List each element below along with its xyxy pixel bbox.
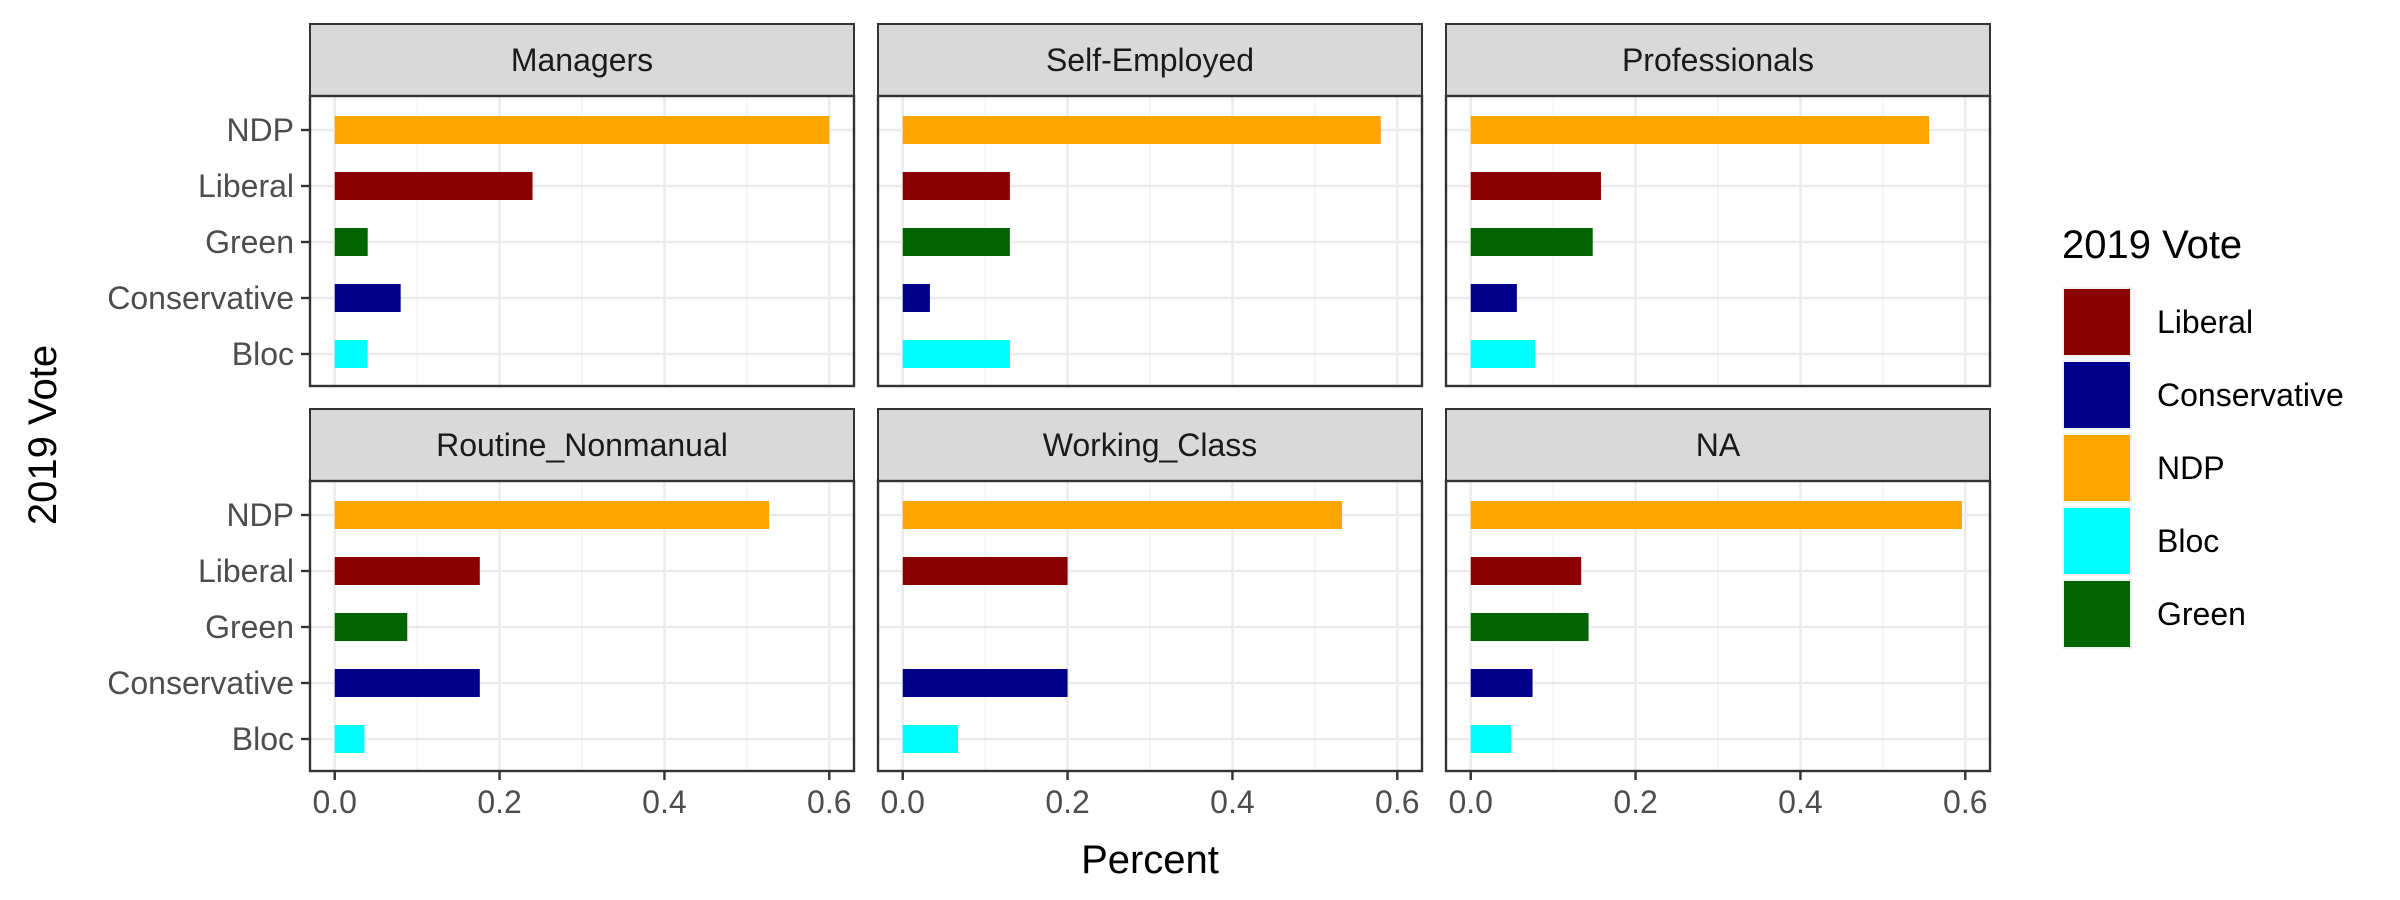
bar-conservative (1470, 284, 1517, 312)
legend-swatch (2064, 289, 2130, 355)
x-tick-label: 0.6 (1943, 784, 1987, 820)
legend-swatch (2064, 362, 2130, 428)
legend-swatch (2064, 435, 2130, 501)
facet-strip-label: Professionals (1622, 42, 1814, 78)
bar-conservative (902, 669, 1068, 697)
legend-items: Liberal Conservative NDP Bloc Green (2062, 287, 2344, 649)
x-tick-label: 0.0 (880, 784, 924, 820)
facet-strip-label: Working_Class (1043, 427, 1258, 463)
panel-border (876, 94, 1424, 388)
bar-conservative (334, 284, 401, 312)
y-tick-label: NDP (226, 112, 294, 148)
bar-bloc (1470, 340, 1536, 368)
bar-conservative (1470, 669, 1533, 697)
legend-item-green: Green (2062, 579, 2246, 649)
facet-panel-working-class: Working_Class 0.0 0.2 0.4 0.6 (876, 408, 1424, 820)
y-tick-label: Conservative (107, 280, 294, 316)
bar-bloc (334, 340, 368, 368)
bar-liberal (902, 172, 1010, 200)
bar-green (1470, 613, 1589, 641)
bar-bloc (902, 725, 958, 753)
facet-strip (877, 23, 1423, 97)
panel-border (876, 479, 1424, 773)
x-tick-label: 0.6 (1375, 784, 1419, 820)
x-tick-label: 0.6 (807, 784, 851, 820)
facet-strip (877, 408, 1423, 482)
legend-label: Bloc (2157, 523, 2219, 559)
legend-item-ndp: NDP (2062, 433, 2225, 503)
facet-strip (309, 23, 855, 97)
legend-item-conservative: Conservative (2062, 360, 2344, 430)
y-tick-label: Bloc (232, 721, 294, 757)
bar-liberal (902, 557, 1068, 585)
legend-label: NDP (2157, 450, 2225, 486)
facet-panel-managers: Managers NDP Liberal Green Conservative Bloc (107, 23, 856, 388)
panel-border (1444, 479, 1992, 773)
x-tick-label: 0.0 (1448, 784, 1492, 820)
legend-swatch (2064, 581, 2130, 647)
y-tick-label: Bloc (232, 336, 294, 372)
bar-liberal (334, 557, 480, 585)
bar-ndp (1470, 501, 1962, 529)
facet-strip-label: Self-Employed (1046, 42, 1254, 78)
y-tick-label: Green (205, 609, 294, 645)
legend-swatch (2064, 508, 2130, 574)
bar-liberal (334, 172, 533, 200)
bar-bloc (334, 725, 365, 753)
bar-conservative (902, 284, 930, 312)
facet-strip (309, 408, 855, 482)
bar-liberal (1470, 172, 1601, 200)
legend: 2019 Vote Liberal Conservative NDP Bloc Gree… (2062, 223, 2344, 649)
bar-green (334, 228, 368, 256)
facet-panel-self-employed: Self-Employed (876, 23, 1424, 388)
panel-border (1444, 94, 1992, 388)
x-tick-label: 0.0 (312, 784, 356, 820)
y-axis-title: 2019 Vote (21, 345, 65, 525)
legend-label: Liberal (2157, 304, 2253, 340)
bar-ndp (902, 116, 1381, 144)
legend-item-liberal: Liberal (2062, 287, 2253, 357)
x-tick-label: 0.2 (477, 784, 521, 820)
bar-ndp (902, 501, 1343, 529)
facet-strip-label: Routine_Nonmanual (436, 427, 728, 463)
facet-panel-routine-nonmanual: Routine_Nonmanual NDP Liberal Green Conserva… (107, 408, 856, 820)
legend-title: 2019 Vote (2062, 223, 2242, 267)
bar-bloc (1470, 725, 1512, 753)
bar-green (902, 228, 1010, 256)
x-tick-label: 0.4 (642, 784, 686, 820)
bar-ndp (334, 116, 830, 144)
y-tick-label: Liberal (198, 168, 294, 204)
legend-label: Green (2157, 596, 2246, 632)
facet-panels: Managers NDP Liberal Green Conservative Bloc S… (107, 23, 1992, 820)
x-tick-label: 0.4 (1778, 784, 1822, 820)
legend-label: Conservative (2157, 377, 2344, 413)
x-tick-label: 0.2 (1045, 784, 1089, 820)
bar-liberal (1470, 557, 1582, 585)
x-tick-label: 0.4 (1210, 784, 1254, 820)
facet-strip-label: Managers (511, 42, 653, 78)
bar-green (334, 613, 408, 641)
legend-item-bloc: Bloc (2062, 506, 2219, 576)
y-tick-label: NDP (226, 497, 294, 533)
y-tick-label: Conservative (107, 665, 294, 701)
bar-ndp (334, 501, 770, 529)
bar-green (1470, 228, 1593, 256)
x-tick-label: 0.2 (1613, 784, 1657, 820)
facet-panel-na: NA 0.0 0.2 0.4 0.6 (1444, 408, 1992, 820)
bar-bloc (902, 340, 1010, 368)
bar-conservative (334, 669, 480, 697)
x-axis-title: Percent (1081, 838, 1219, 882)
y-tick-label: Green (205, 224, 294, 260)
facet-panel-professionals: Professionals (1444, 23, 1992, 388)
facet-strip-label: NA (1696, 427, 1741, 463)
y-tick-label: Liberal (198, 553, 294, 589)
bar-ndp (1470, 116, 1930, 144)
facet-strip (1445, 408, 1991, 482)
